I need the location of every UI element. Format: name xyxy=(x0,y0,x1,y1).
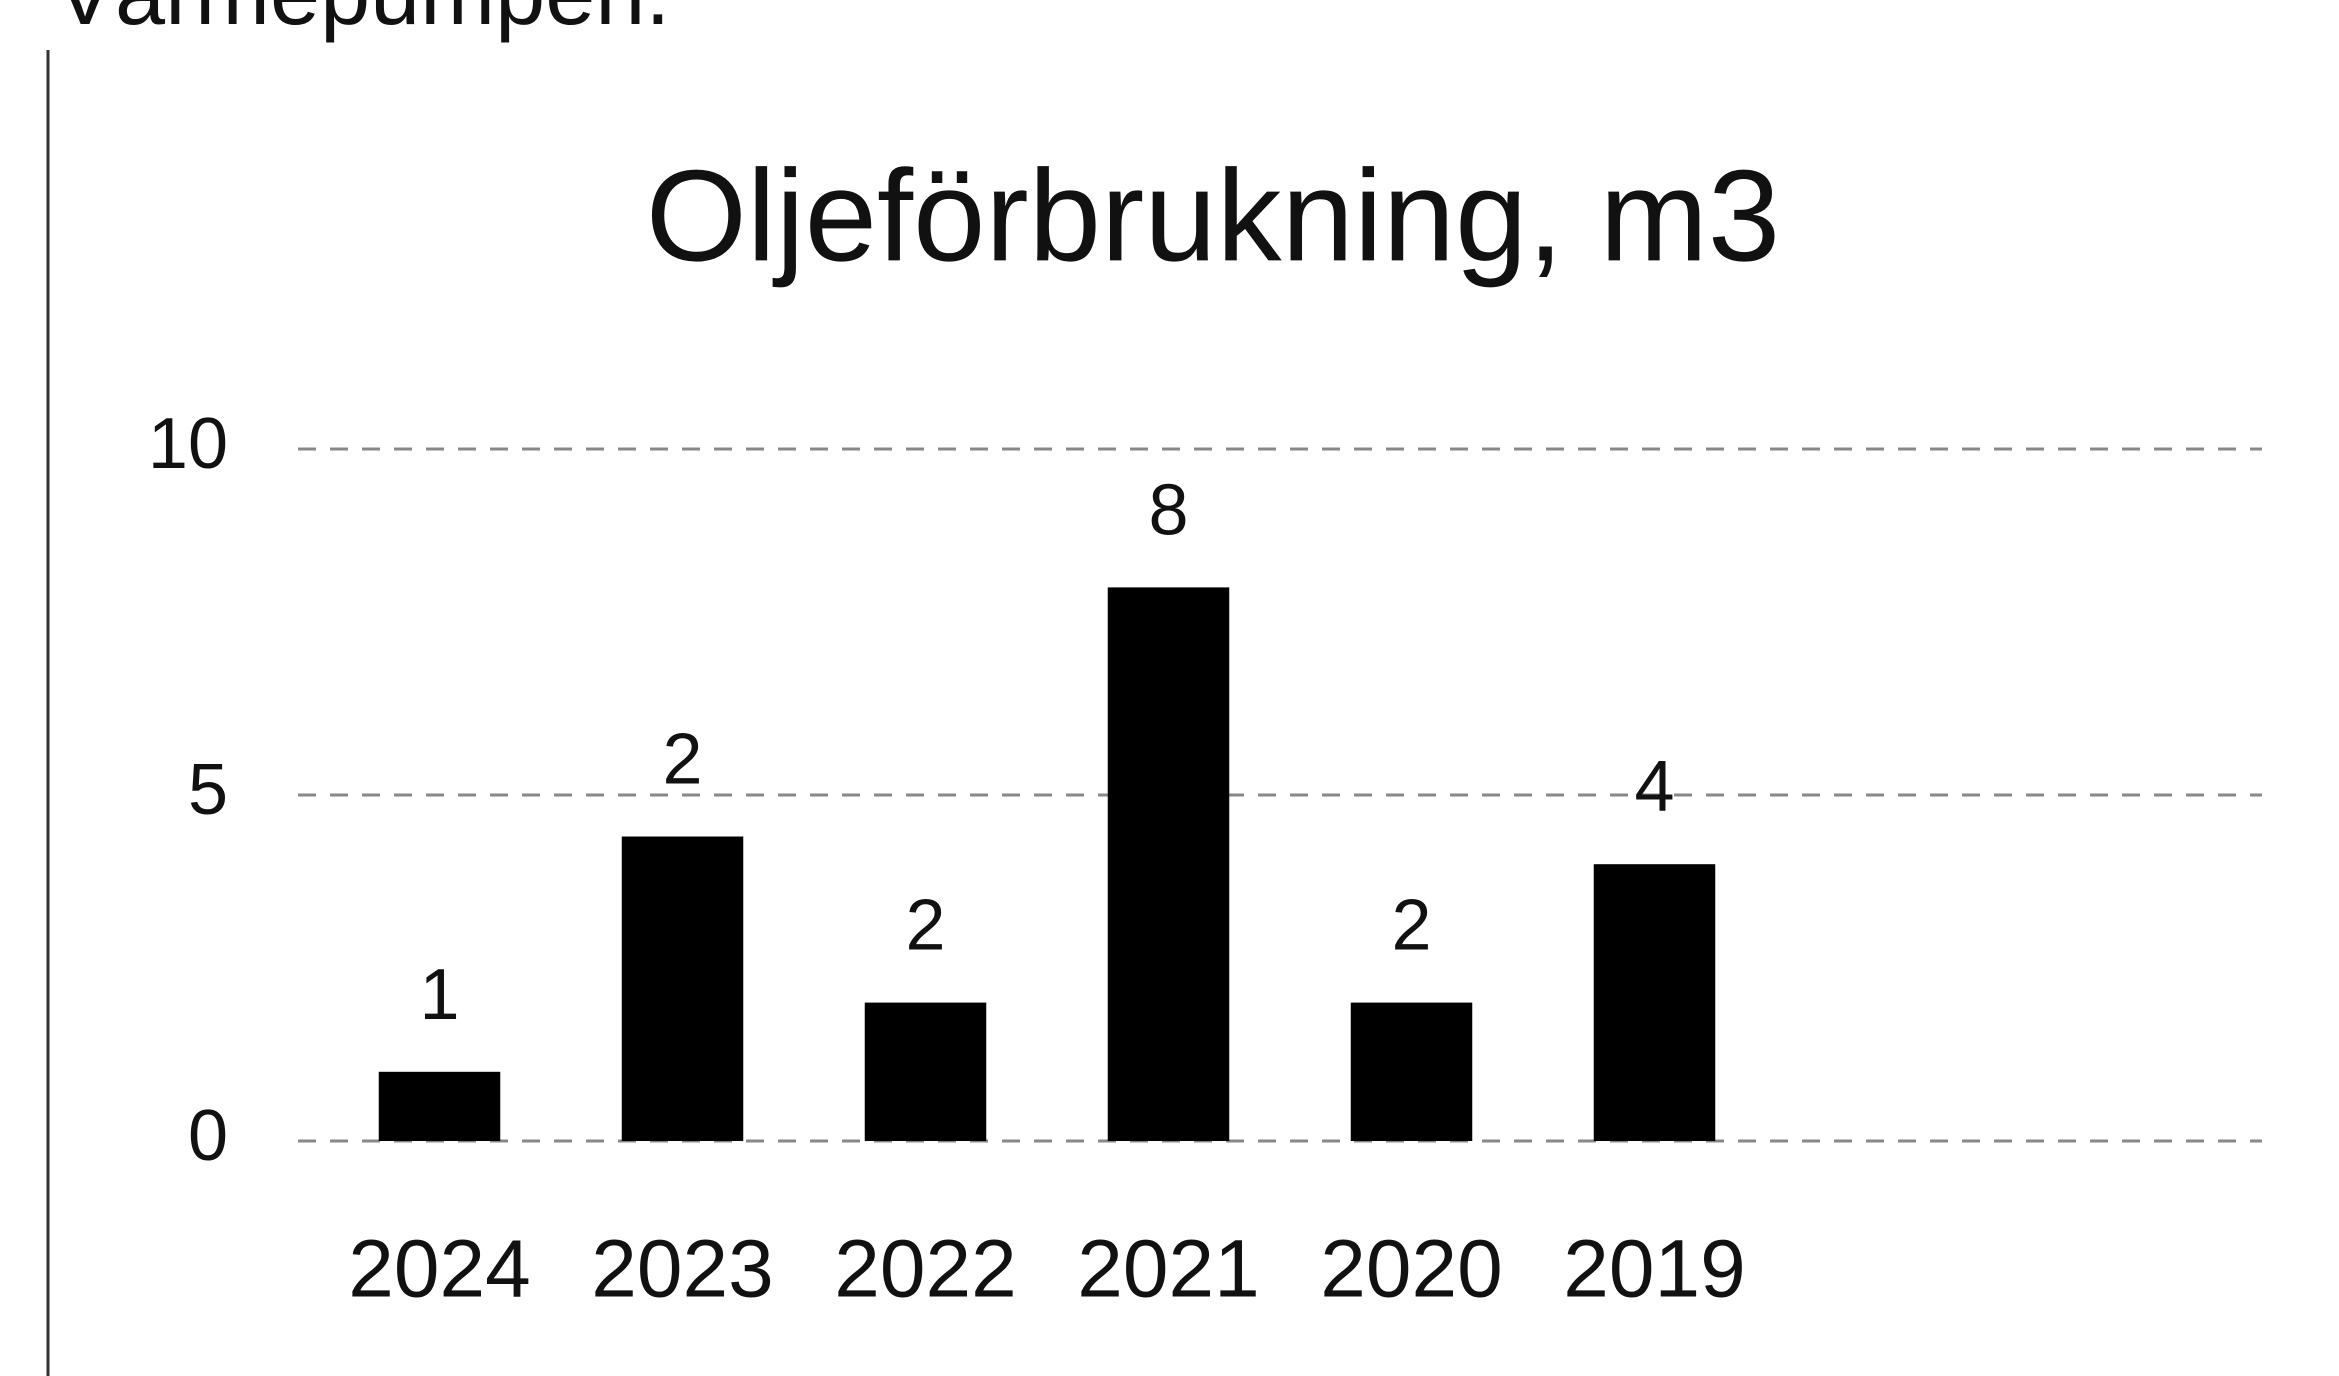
x-tick-label: 2023 xyxy=(591,1224,773,1315)
bar xyxy=(1107,587,1230,1141)
data-label: 4 xyxy=(1634,747,1674,827)
bar xyxy=(864,1002,987,1141)
caption: Värmepumpen. xyxy=(55,0,670,44)
y-tick-label: 0 xyxy=(188,1096,228,1176)
data-label: 2 xyxy=(1391,886,1431,966)
x-tick-label: 2021 xyxy=(1077,1224,1259,1315)
x-tick-label: 2019 xyxy=(1563,1224,1745,1315)
bar xyxy=(1593,864,1716,1141)
x-tick-label: 2024 xyxy=(348,1224,530,1315)
y-tick-label: 10 xyxy=(148,404,228,484)
bar xyxy=(1350,1002,1473,1141)
x-tick-label: 2020 xyxy=(1320,1224,1502,1315)
x-tick-label: 2022 xyxy=(834,1224,1016,1315)
data-label: 2 xyxy=(905,886,945,966)
data-label: 1 xyxy=(419,955,459,1035)
bar xyxy=(621,836,744,1141)
y-tick-label: 5 xyxy=(188,750,228,830)
data-label: 8 xyxy=(1148,470,1188,550)
chart-title: Oljeförbrukning, m3 xyxy=(646,142,1780,288)
bar xyxy=(378,1071,501,1141)
data-label: 2 xyxy=(662,720,702,800)
